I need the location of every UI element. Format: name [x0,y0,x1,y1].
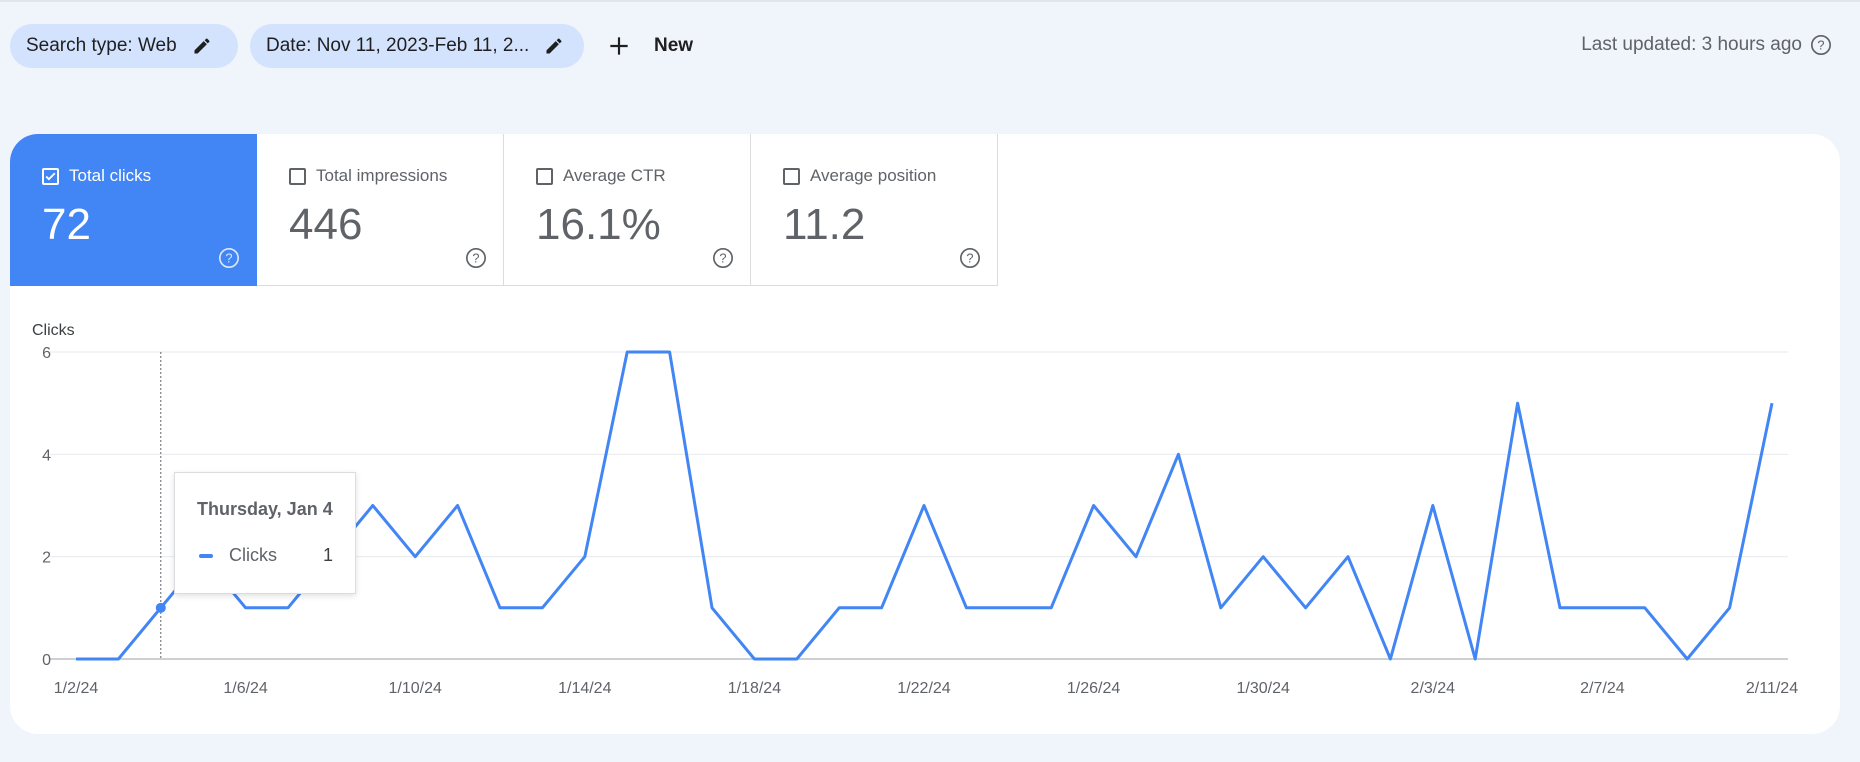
metric-label: Average position [810,166,937,185]
chart-tooltip: Thursday, Jan 4 Clicks 1 [174,472,356,594]
tooltip-date: Thursday, Jan 4 [197,499,333,519]
y-tick-label: 2 [42,550,51,567]
tooltip-series-swatch [199,554,213,558]
x-tick-label: 1/30/24 [1237,680,1290,697]
help-icon[interactable]: ? [1810,34,1832,56]
x-tick-label: 2/11/24 [1746,680,1798,697]
metric-header: Total clicks [42,166,151,186]
series-line-clicks[interactable] [76,350,1774,661]
last-updated-text: Last updated: 3 hours ago [1581,34,1802,55]
x-tick-label: 1/18/24 [728,680,781,697]
svg-text:?: ? [472,251,479,266]
svg-text:?: ? [1817,38,1824,53]
svg-text:?: ? [966,251,973,266]
metric-label: Average CTR [563,166,666,185]
top-divider [0,0,1860,2]
tooltip-series-name: Clicks [229,545,277,565]
x-tick-label: 1/14/24 [558,680,611,697]
checkbox-checked-icon[interactable] [42,167,59,185]
metric-header: Average CTR [536,166,666,186]
x-axis-ticks: 1/2/24 1/6/24 1/10/24 1/14/24 1/18/24 1/22/24… [54,680,1798,697]
svg-text:?: ? [719,251,726,266]
x-tick-label: 1/2/24 [54,680,99,697]
new-filter-button[interactable]: New [606,24,693,68]
metric-average-position[interactable]: Average position 11.2 ? [751,134,998,286]
metric-label: Total impressions [316,166,448,185]
x-tick-label: 2/7/24 [1580,680,1625,697]
help-icon[interactable]: ? [959,247,981,269]
metric-value: 16.1% [536,200,661,249]
new-filter-label: New [654,35,694,56]
y-axis-ticks: 0 2 4 6 [42,345,51,669]
y-axis-title: Clicks [32,322,75,339]
metric-value: 11.2 [783,200,866,249]
help-icon[interactable]: ? [218,247,240,269]
help-icon[interactable]: ? [465,247,487,269]
metric-header: Total impressions [289,166,447,186]
x-tick-label: 2/3/24 [1411,680,1456,697]
checkbox-unchecked-icon[interactable] [289,167,306,185]
metric-header: Average position [783,166,936,186]
date-filter-chip[interactable]: Date: Nov 11, 2023-Feb 11, 2... [250,24,584,68]
hover-data-point[interactable] [155,602,166,613]
edit-pencil-icon[interactable] [543,35,565,57]
metric-total-impressions[interactable]: Total impressions 446 ? [257,134,504,286]
metric-value: 72 [42,200,91,249]
last-updated-status: Last updated: 3 hours ago ? [1581,34,1832,56]
help-icon[interactable]: ? [712,247,734,269]
y-tick-label: 0 [42,652,51,669]
x-tick-label: 1/10/24 [389,680,442,697]
edit-pencil-icon[interactable] [191,35,213,57]
checkbox-unchecked-icon[interactable] [536,167,553,185]
metric-label: Total clicks [69,166,152,185]
search-type-filter-chip[interactable]: Search type: Web [10,24,238,68]
y-tick-label: 6 [42,345,51,362]
tooltip-value: 1 [322,545,333,565]
x-tick-label: 1/22/24 [897,680,950,697]
metric-total-clicks[interactable]: Total clicks 72 ? [10,134,257,286]
performance-card: Total clicks 72 ? Total impressions 446 … [10,134,1840,734]
x-tick-label: 1/26/24 [1067,680,1120,697]
checkbox-unchecked-icon[interactable] [783,167,800,185]
x-tick-label: 1/6/24 [223,680,268,697]
svg-text:?: ? [225,251,232,266]
plus-icon [606,33,632,59]
metric-value: 446 [289,200,363,249]
y-tick-label: 4 [42,447,51,464]
metric-average-ctr[interactable]: Average CTR 16.1% ? [504,134,751,286]
